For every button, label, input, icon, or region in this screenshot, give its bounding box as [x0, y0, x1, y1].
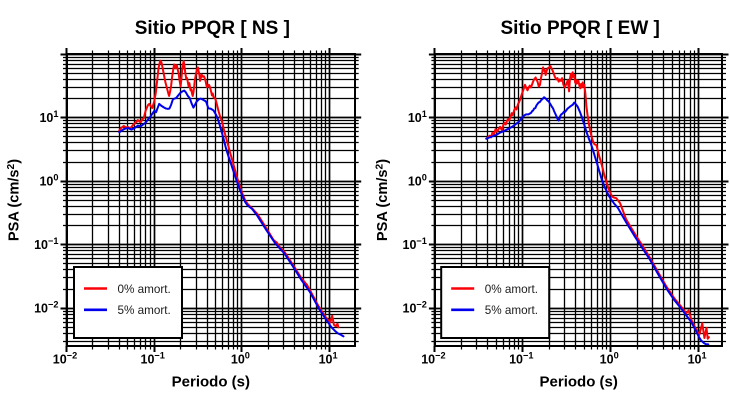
svg-text:Sitio PPQR [ EW ]: Sitio PPQR [ EW ] [501, 18, 660, 39]
svg-text:PSA (cm/s2): PSA (cm/s2) [374, 159, 391, 241]
svg-text:5% amort.: 5% amort. [118, 304, 171, 317]
svg-text:Periodo (s): Periodo (s) [172, 374, 250, 391]
svg-text:PSA (cm/s2): PSA (cm/s2) [6, 159, 23, 241]
svg-text:5% amort.: 5% amort. [485, 304, 538, 317]
svg-text:Periodo (s): Periodo (s) [540, 374, 618, 391]
svg-text:0% amort.: 0% amort. [485, 283, 538, 296]
svg-text:0% amort.: 0% amort. [118, 283, 171, 296]
svg-text:Sitio PPQR [ NS ]: Sitio PPQR [ NS ] [135, 18, 290, 39]
